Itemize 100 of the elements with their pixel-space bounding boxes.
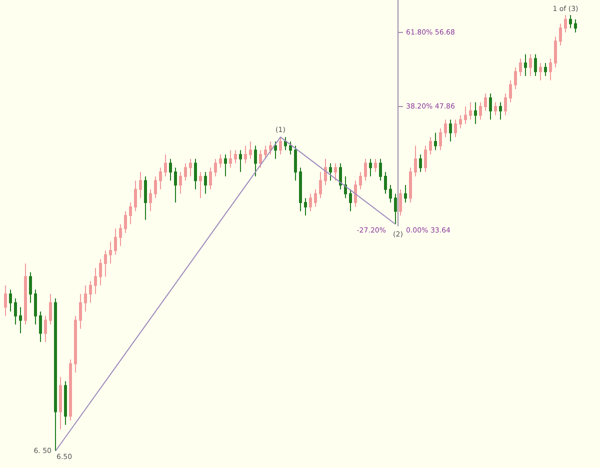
candlestick [199, 171, 202, 199]
candlestick [64, 380, 67, 426]
candlestick [79, 294, 82, 330]
candlestick [484, 92, 487, 112]
candlestick [149, 188, 152, 212]
candlestick [264, 145, 267, 160]
candlestick [224, 154, 227, 177]
candlestick [534, 54, 537, 77]
candlestick [14, 298, 17, 326]
candlestick [354, 180, 357, 208]
candlestick [4, 284, 7, 316]
candlestick [479, 102, 482, 120]
candlestick [124, 210, 127, 234]
candlestick [564, 14, 567, 33]
candlestick [469, 102, 472, 120]
candlestick [574, 18, 577, 33]
candlestick [24, 263, 27, 326]
candlestick [104, 250, 107, 278]
candlestick [89, 280, 92, 304]
candlestick [299, 167, 302, 212]
candlestick [179, 171, 182, 194]
candlestick [34, 289, 37, 326]
candlestick [129, 202, 132, 225]
candlestick [349, 188, 352, 212]
candlestick [9, 289, 12, 312]
candlestick [139, 171, 142, 199]
candlestick [169, 158, 172, 182]
candlestick [119, 224, 122, 247]
candlestick [194, 158, 197, 190]
candlestick [439, 128, 442, 151]
candlestick [364, 158, 367, 182]
candlestick [164, 154, 167, 177]
candlestick [464, 106, 467, 124]
candlestick [229, 150, 232, 168]
candlestick [374, 158, 377, 172]
candlestick [529, 54, 532, 77]
candlestick [154, 176, 157, 199]
candlestick [269, 140, 272, 156]
candlestick [559, 23, 562, 46]
candlestick [29, 272, 32, 304]
candlestick [424, 145, 427, 172]
candlestick [344, 176, 347, 199]
candlestick [244, 145, 247, 164]
candlestick [514, 66, 517, 90]
candlestick [519, 58, 522, 77]
candlestick [204, 171, 207, 194]
candlestick [94, 267, 97, 295]
candlestick [414, 145, 417, 177]
candlestick [369, 158, 372, 177]
candlestick [209, 167, 212, 190]
candlestick [389, 184, 392, 203]
candlestick [499, 102, 502, 120]
candlestick [294, 145, 297, 182]
candlestick [489, 92, 492, 120]
candlestick [254, 145, 257, 177]
candlestick [359, 171, 362, 190]
candlestick [509, 80, 512, 103]
candlestick [279, 136, 282, 156]
candlestick [409, 167, 412, 203]
candlestick [444, 119, 447, 138]
candlestick [454, 119, 457, 138]
candlestick [134, 180, 137, 212]
candlestick [259, 150, 262, 168]
candlestick [314, 188, 317, 208]
candlestick [219, 154, 222, 168]
candlestick [449, 119, 452, 142]
candlestick [184, 162, 187, 182]
candlestick [404, 184, 407, 203]
candlestick [99, 258, 102, 286]
candlestick [539, 62, 542, 81]
candlestick [324, 158, 327, 186]
candlestick [419, 154, 422, 172]
candlestick [69, 358, 72, 421]
candlestick [399, 188, 402, 216]
candlestick [319, 171, 322, 199]
candlestick [109, 241, 112, 264]
candlestick [309, 193, 312, 212]
candlestick [239, 150, 242, 172]
candlestick [19, 306, 22, 334]
candlestick [569, 14, 572, 29]
candlestick [554, 36, 557, 68]
candlestick [524, 54, 527, 77]
candlestick [434, 132, 437, 151]
candlestick [59, 376, 62, 430]
candlestick [284, 136, 287, 151]
candlestick [504, 92, 507, 116]
candlestick [39, 310, 42, 342]
candlestick [274, 140, 277, 160]
candlestick [49, 294, 52, 326]
candlestick [339, 162, 342, 190]
candlestick [494, 102, 497, 116]
candlestick [379, 158, 382, 182]
candlestick [144, 176, 147, 220]
candlestick [394, 193, 397, 225]
candlestick [74, 315, 77, 374]
candlestick [249, 140, 252, 160]
candlestick [544, 62, 547, 77]
candlestick [114, 228, 117, 256]
candlestick [84, 284, 87, 312]
candlestick [329, 162, 332, 182]
